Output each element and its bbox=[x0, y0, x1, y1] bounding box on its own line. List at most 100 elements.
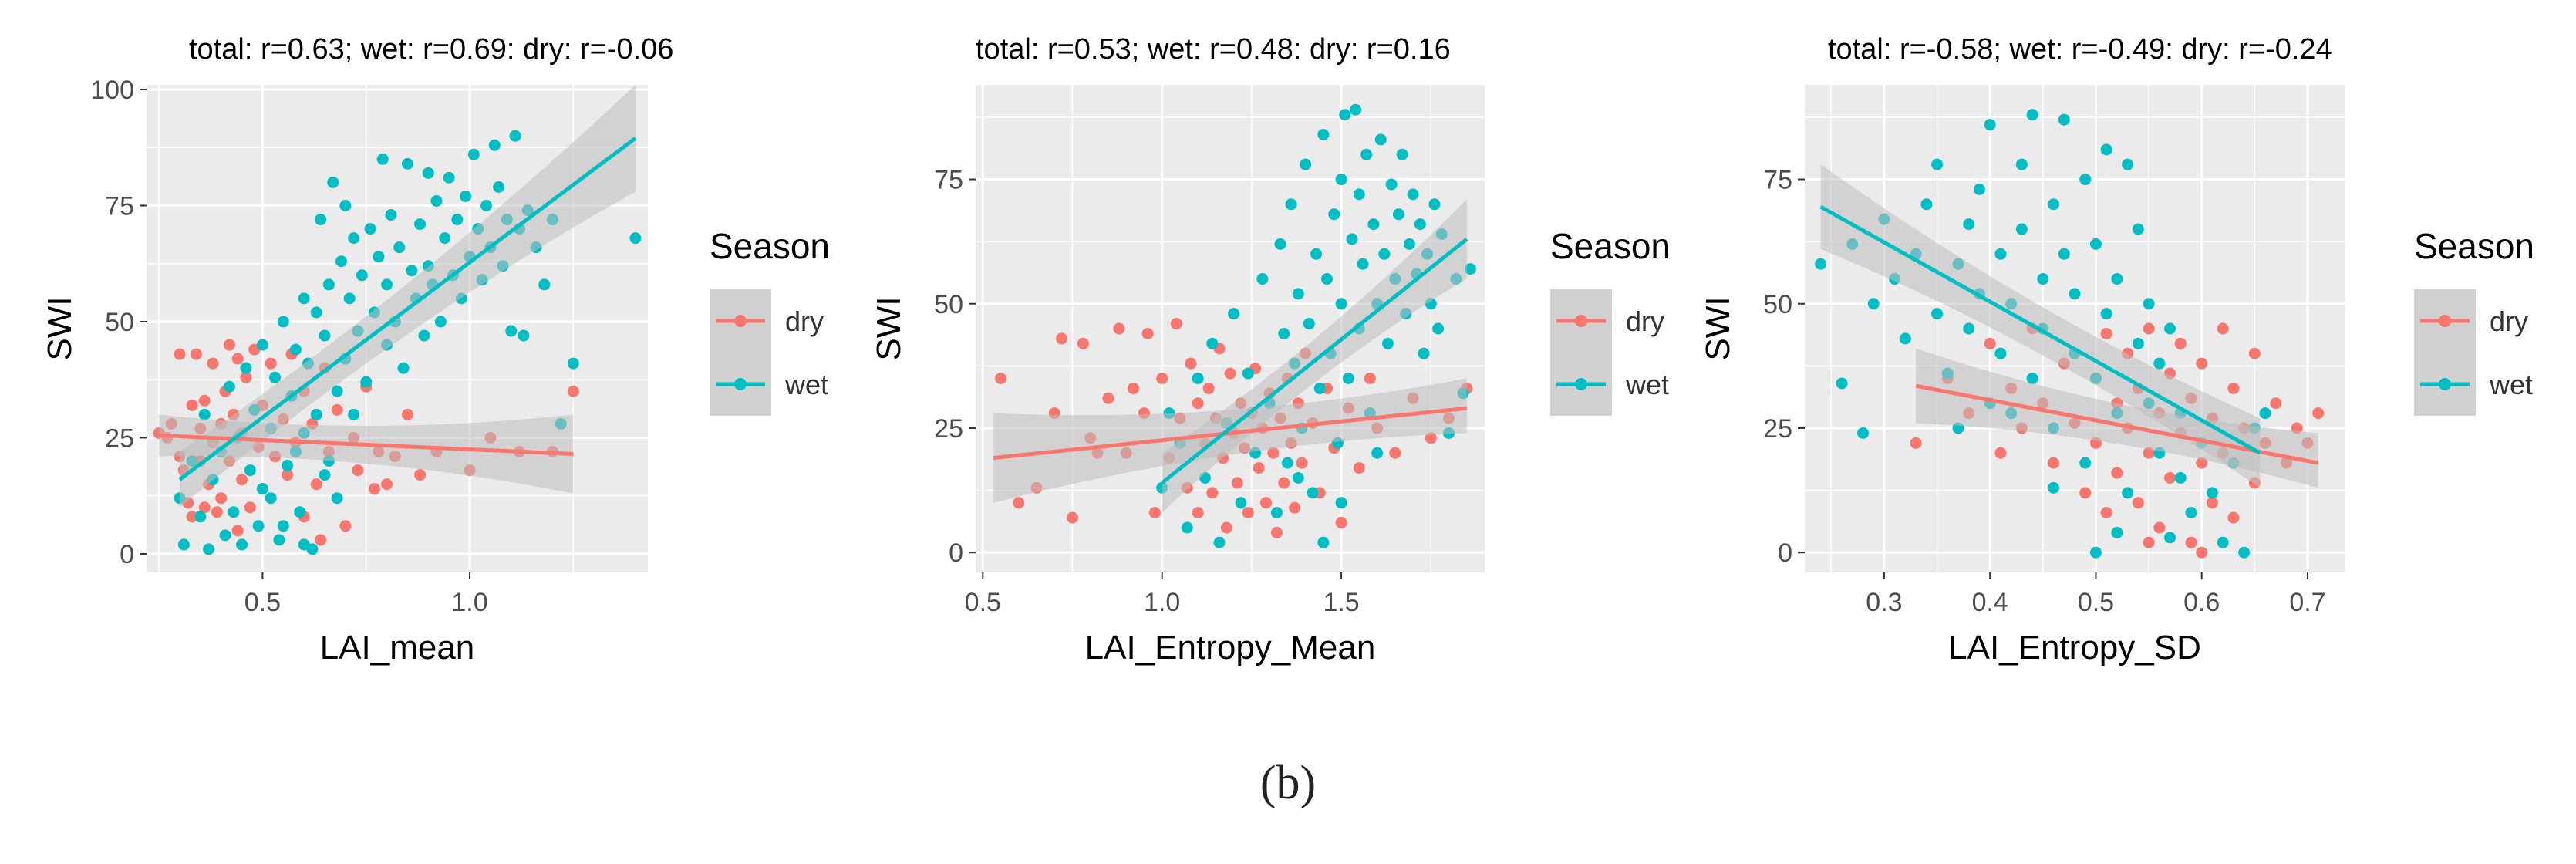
data-point-wet bbox=[348, 232, 360, 245]
data-point-wet bbox=[2026, 109, 2038, 121]
data-point-wet bbox=[1317, 536, 1330, 548]
y-tick-label: 25 bbox=[105, 424, 134, 453]
data-point-wet bbox=[422, 167, 434, 179]
data-point-dry bbox=[1994, 447, 2007, 459]
regression-line-wet bbox=[178, 137, 637, 481]
data-point-dry bbox=[567, 385, 579, 397]
data-point-dry bbox=[1335, 517, 1347, 529]
x-tick-label: 1.0 bbox=[1144, 588, 1180, 617]
data-point-wet bbox=[1432, 322, 1445, 335]
data-point-wet bbox=[2089, 546, 2102, 559]
data-point-wet bbox=[1360, 148, 1373, 160]
data-point-wet bbox=[277, 520, 289, 532]
regression-line-wet bbox=[1161, 237, 1468, 484]
y-axis-title: SWI bbox=[41, 296, 79, 360]
regression-line-dry bbox=[159, 433, 574, 457]
data-point-dry bbox=[265, 357, 277, 370]
data-point-wet bbox=[1963, 322, 1975, 335]
data-point-wet bbox=[1281, 457, 1293, 469]
data-point-dry bbox=[1425, 432, 1437, 444]
data-point-wet bbox=[364, 223, 376, 235]
data-point-wet bbox=[2174, 471, 2187, 484]
data-point-wet bbox=[2185, 507, 2197, 519]
data-point-wet bbox=[294, 506, 306, 518]
data-point-wet bbox=[269, 371, 282, 383]
data-point-dry bbox=[1102, 392, 1114, 404]
data-point-wet bbox=[335, 255, 347, 268]
legend-title: Season bbox=[1550, 226, 1671, 266]
data-point-dry bbox=[414, 469, 427, 481]
legend-label-dry: dry bbox=[785, 305, 824, 337]
data-point-wet bbox=[1836, 377, 1848, 390]
data-point-wet bbox=[1353, 188, 1365, 201]
data-point-dry bbox=[310, 478, 322, 491]
data-point-wet bbox=[1931, 158, 1944, 170]
data-point-wet bbox=[356, 269, 368, 282]
data-point-dry bbox=[215, 492, 228, 505]
data-point-wet bbox=[240, 362, 252, 374]
data-point-wet bbox=[343, 292, 356, 305]
data-point-dry bbox=[352, 464, 364, 477]
legend-label-dry: dry bbox=[1626, 305, 1664, 337]
data-point-wet bbox=[385, 209, 397, 221]
data-point-wet bbox=[319, 469, 331, 481]
data-point-dry bbox=[223, 339, 235, 351]
data-point-wet bbox=[493, 181, 505, 193]
chart-title: total: r=0.53; wet: r=0.48: dry: r=0.16 bbox=[976, 33, 1451, 66]
data-point-wet bbox=[1374, 133, 1387, 146]
data-point-wet bbox=[1213, 536, 1226, 548]
data-point-dry bbox=[1259, 497, 1272, 509]
data-point-wet bbox=[2058, 248, 2070, 260]
data-point-wet bbox=[439, 232, 451, 245]
data-point-wet bbox=[2238, 546, 2251, 559]
y-tick-label: 50 bbox=[105, 308, 134, 337]
y-tick-label: 0 bbox=[120, 540, 134, 569]
y-tick-label: 0 bbox=[949, 538, 963, 568]
legend-label-dry: dry bbox=[2490, 305, 2528, 337]
data-point-wet bbox=[198, 408, 211, 420]
data-point-wet bbox=[1256, 273, 1269, 285]
data-point-wet bbox=[518, 329, 530, 342]
data-point-wet bbox=[236, 538, 248, 551]
data-point-dry bbox=[207, 357, 219, 370]
y-axis-title: SWI bbox=[1699, 296, 1737, 360]
regression-line-wet bbox=[1819, 204, 2261, 455]
x-axis-title: LAI_Entropy_Mean bbox=[1085, 629, 1376, 667]
data-point-wet bbox=[2089, 238, 2102, 250]
x-tick-label: 0.5 bbox=[965, 588, 1001, 617]
chart-title: total: r=0.63; wet: r=0.69: dry: r=-0.06 bbox=[189, 33, 673, 66]
data-point-wet bbox=[1292, 288, 1304, 300]
data-point-wet bbox=[2164, 322, 2176, 335]
data-point-wet bbox=[219, 529, 231, 542]
data-point-wet bbox=[538, 278, 551, 291]
data-point-wet bbox=[1396, 148, 1408, 160]
data-point-wet bbox=[1328, 208, 1340, 221]
data-point-wet bbox=[1335, 497, 1347, 509]
data-point-dry bbox=[995, 372, 1007, 384]
data-point-wet bbox=[1313, 382, 1326, 394]
data-point-dry bbox=[1192, 507, 1204, 519]
data-point-wet bbox=[2111, 526, 2123, 538]
data-point-dry bbox=[236, 474, 248, 486]
data-point-dry bbox=[198, 501, 211, 514]
data-point-dry bbox=[368, 483, 380, 495]
y-tick-label: 75 bbox=[1763, 166, 1792, 195]
data-point-dry bbox=[401, 408, 413, 420]
data-point-wet bbox=[401, 157, 413, 170]
data-point-dry bbox=[1185, 357, 1197, 370]
x-tick-label: 0.5 bbox=[244, 588, 281, 617]
data-point-wet bbox=[505, 325, 518, 337]
data-point-wet bbox=[460, 190, 472, 202]
legend-label-wet: wet bbox=[2489, 369, 2533, 400]
y-tick-label: 75 bbox=[105, 191, 134, 221]
data-point-dry bbox=[2100, 327, 2112, 339]
data-point-dry bbox=[2143, 322, 2155, 335]
data-point-wet bbox=[1899, 332, 1911, 345]
data-point-dry bbox=[2174, 337, 2187, 349]
data-point-dry bbox=[331, 403, 343, 416]
data-point-wet bbox=[1403, 238, 1415, 250]
data-point-wet bbox=[434, 316, 447, 328]
data-point-wet bbox=[2153, 357, 2166, 370]
data-point-wet bbox=[360, 376, 373, 388]
data-point-wet bbox=[2132, 223, 2144, 235]
